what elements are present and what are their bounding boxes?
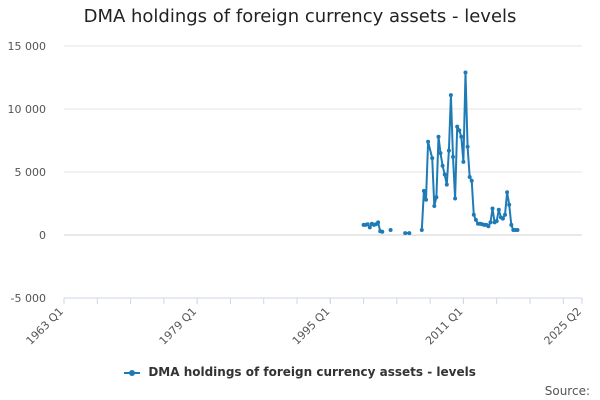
- data-point: [380, 229, 385, 234]
- data-point: [459, 134, 464, 139]
- y-tick-label: 15 000: [8, 40, 47, 53]
- data-point: [486, 224, 491, 229]
- data-point: [403, 231, 408, 236]
- source-label: Source:: [544, 384, 590, 398]
- data-point: [488, 220, 493, 225]
- x-tick-label: 1995 Q1: [290, 305, 333, 348]
- data-point: [496, 207, 501, 212]
- data-point: [421, 188, 426, 193]
- y-tick-label: 5 000: [15, 166, 47, 179]
- data-point: [457, 128, 462, 133]
- data-point: [455, 124, 460, 129]
- data-point: [473, 217, 478, 222]
- data-point: [451, 154, 455, 159]
- data-point: [419, 228, 424, 232]
- data-point: [500, 216, 505, 221]
- data-point: [365, 222, 370, 227]
- gridlines: [64, 45, 582, 299]
- data-point: [407, 231, 412, 236]
- data-point: [505, 190, 510, 195]
- data-point: [430, 156, 435, 161]
- data-point: [490, 206, 495, 211]
- data-point: [446, 148, 451, 153]
- data-point: [515, 228, 520, 232]
- data-point: [503, 212, 507, 217]
- x-tick-label: 2011 Q1: [423, 305, 466, 348]
- data-point: [463, 70, 468, 75]
- data-point: [424, 197, 428, 202]
- data-point: [509, 222, 514, 227]
- data-point: [469, 178, 474, 183]
- y-tick-label: 10 000: [8, 103, 47, 116]
- data-point: [388, 228, 393, 232]
- y-tick-label: -5 000: [11, 292, 46, 305]
- data-point: [438, 151, 443, 156]
- data-point: [376, 220, 381, 225]
- data-point: [426, 139, 431, 144]
- data-point: [436, 134, 441, 139]
- legend[interactable]: DMA holdings of foreign currency assets …: [0, 365, 600, 379]
- data-point: [440, 163, 445, 168]
- data-point: [494, 219, 499, 224]
- x-axis: [63, 297, 583, 304]
- x-tick-label: 2025 Q2: [542, 305, 585, 348]
- x-tick-label: 1963 Q1: [24, 305, 67, 348]
- data-point: [453, 196, 458, 201]
- data-point: [465, 144, 470, 149]
- data-point: [442, 172, 447, 177]
- data-point: [507, 202, 512, 207]
- x-tick-label: 1979 Q1: [157, 305, 200, 348]
- legend-swatch-icon: [124, 368, 141, 378]
- data-point: [467, 175, 472, 179]
- data-point: [471, 212, 476, 217]
- data-point: [461, 159, 466, 164]
- legend-marker: [129, 369, 136, 376]
- y-tick-label: 0: [39, 229, 46, 242]
- chart-title: DMA holdings of foreign currency assets …: [83, 6, 517, 27]
- y-axis-tick-labels: -5 000 0 5 000 10 000 15 000: [8, 40, 47, 305]
- x-axis-tick-labels: 1963 Q1 1979 Q1 1995 Q1 2011 Q1 2025 Q2: [24, 305, 585, 348]
- series-dma-holdings: [361, 70, 520, 236]
- legend-label: DMA holdings of foreign currency assets …: [148, 365, 476, 379]
- data-point: [432, 204, 437, 208]
- data-point: [434, 195, 439, 200]
- data-point: [367, 225, 372, 230]
- data-point: [444, 182, 449, 187]
- data-point: [448, 93, 453, 98]
